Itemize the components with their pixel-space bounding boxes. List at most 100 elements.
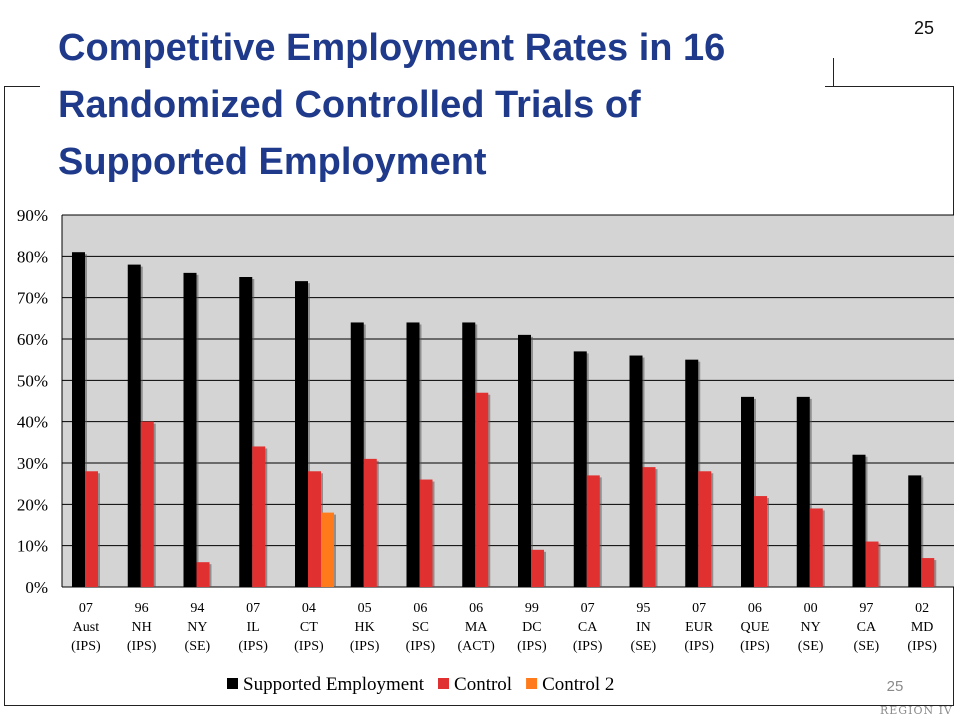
x-tick-label: 05 — [358, 601, 372, 616]
region-logo: REGION IV — [880, 704, 953, 717]
x-tick-label: Aust — [73, 620, 100, 635]
x-tick-label: (IPS) — [406, 639, 436, 654]
x-tick-label: (IPS) — [684, 639, 714, 654]
x-tick-label: QUE — [740, 620, 769, 635]
x-tick-label: (IPS) — [517, 639, 547, 654]
bar-supported-employment — [518, 334, 531, 587]
y-tick-label: 20% — [17, 495, 48, 514]
x-tick-label: NH — [132, 620, 152, 635]
bar-control — [865, 541, 879, 587]
x-tick-label: (SE) — [854, 639, 880, 654]
x-tick-label: 97 — [859, 601, 873, 616]
legend-swatch — [227, 678, 238, 689]
slide-number-bottom: 25 — [886, 678, 904, 695]
y-tick-label: 40% — [17, 413, 48, 432]
bar-control — [363, 458, 377, 587]
x-tick-label: MD — [911, 620, 934, 635]
bar-supported-employment — [127, 264, 141, 587]
bar-control — [196, 562, 210, 587]
divider-line — [833, 58, 834, 86]
x-tick-label: (SE) — [631, 639, 657, 654]
x-tick-label: 07 — [246, 601, 260, 616]
bar-control — [140, 421, 154, 587]
x-axis-ticks: 07 Aust (IPS) 96 NH (IPS) 94 NY (SE) 07 IL (IPS) 04 C… — [71, 601, 937, 654]
x-tick-label: 95 — [636, 601, 650, 616]
x-tick-label: 04 — [302, 601, 316, 616]
bars — [72, 252, 937, 587]
y-tick-label: 50% — [17, 371, 48, 390]
bar-supported-employment — [796, 396, 810, 587]
x-tick-label: 07 — [79, 601, 93, 616]
y-tick-label: 0% — [25, 578, 48, 597]
bar-supported-employment — [741, 396, 754, 587]
x-tick-label: (IPS) — [740, 639, 770, 654]
bar-supported-employment — [462, 322, 476, 587]
bar-supported-employment — [72, 252, 85, 587]
x-tick-label: 07 — [692, 601, 706, 616]
x-tick-label: IL — [247, 620, 260, 635]
bar-control — [698, 471, 712, 587]
slide-number-top: 25 — [913, 18, 935, 38]
x-tick-label: HK — [355, 620, 375, 635]
x-tick-label: (IPS) — [573, 639, 603, 654]
y-tick-label: 70% — [17, 289, 48, 308]
bar-control — [308, 471, 321, 587]
bar-control — [85, 471, 98, 587]
legend: Supported Employment Control Control 2 — [227, 674, 614, 695]
bar-control — [586, 475, 600, 587]
x-tick-label: (IPS) — [907, 639, 937, 654]
bar-supported-employment — [629, 355, 643, 587]
bar-control — [754, 496, 767, 587]
legend-label: Control — [454, 674, 512, 695]
x-tick-label: 94 — [190, 601, 204, 616]
x-tick-label: 02 — [915, 601, 929, 616]
bar-supported-employment — [852, 454, 866, 587]
x-tick-label: NY — [801, 620, 821, 635]
bar-supported-employment — [239, 277, 253, 587]
y-axis-ticks: 0% 10% 20% 30% 40% 50% 60% 70% 80% 90% — [17, 206, 48, 597]
y-tick-label: 60% — [17, 330, 48, 349]
legend-label: Control 2 — [542, 674, 614, 695]
y-tick-label: 10% — [17, 537, 48, 556]
bar-control — [921, 558, 935, 587]
bar-control — [252, 446, 266, 587]
x-tick-label: (IPS) — [350, 639, 380, 654]
x-tick-label: 07 — [581, 601, 595, 616]
slide-title: Competitive Employment Rates in 16 Rando… — [58, 27, 726, 183]
x-tick-label: 99 — [525, 601, 539, 616]
bar-supported-employment — [908, 475, 922, 587]
bar-control — [475, 392, 489, 587]
x-tick-label: 06 — [748, 601, 762, 616]
bar-supported-employment — [573, 351, 587, 587]
bar-control — [419, 479, 433, 587]
x-tick-label: 96 — [135, 601, 149, 616]
legend-swatch — [438, 678, 450, 689]
x-tick-label: (IPS) — [238, 639, 268, 654]
bar-control — [531, 549, 544, 587]
x-tick-label: SC — [412, 620, 429, 635]
y-tick-label: 90% — [17, 206, 48, 225]
title-backdrop — [40, 60, 825, 180]
y-tick-label: 30% — [17, 454, 48, 473]
bar-control-2 — [321, 512, 334, 587]
x-tick-label: (SE) — [798, 639, 824, 654]
x-tick-label: 00 — [804, 601, 818, 616]
x-tick-label: (SE) — [185, 639, 211, 654]
bar-control — [809, 508, 823, 587]
bar-supported-employment — [406, 322, 420, 587]
x-tick-label: CT — [300, 620, 318, 635]
x-tick-label: MA — [465, 620, 488, 635]
x-tick-label: (IPS) — [127, 639, 157, 654]
x-tick-label: 06 — [469, 601, 483, 616]
bar-supported-employment — [295, 281, 308, 587]
x-tick-label: (ACT) — [457, 639, 495, 654]
bar-supported-employment — [685, 359, 699, 587]
legend-label: Supported Employment — [243, 674, 425, 695]
bar-control — [642, 467, 656, 587]
y-tick-label: 80% — [17, 247, 48, 266]
bar-supported-employment — [183, 272, 197, 587]
x-tick-label: CA — [857, 620, 877, 635]
x-tick-label: EUR — [685, 620, 714, 635]
legend-swatch — [526, 678, 538, 689]
